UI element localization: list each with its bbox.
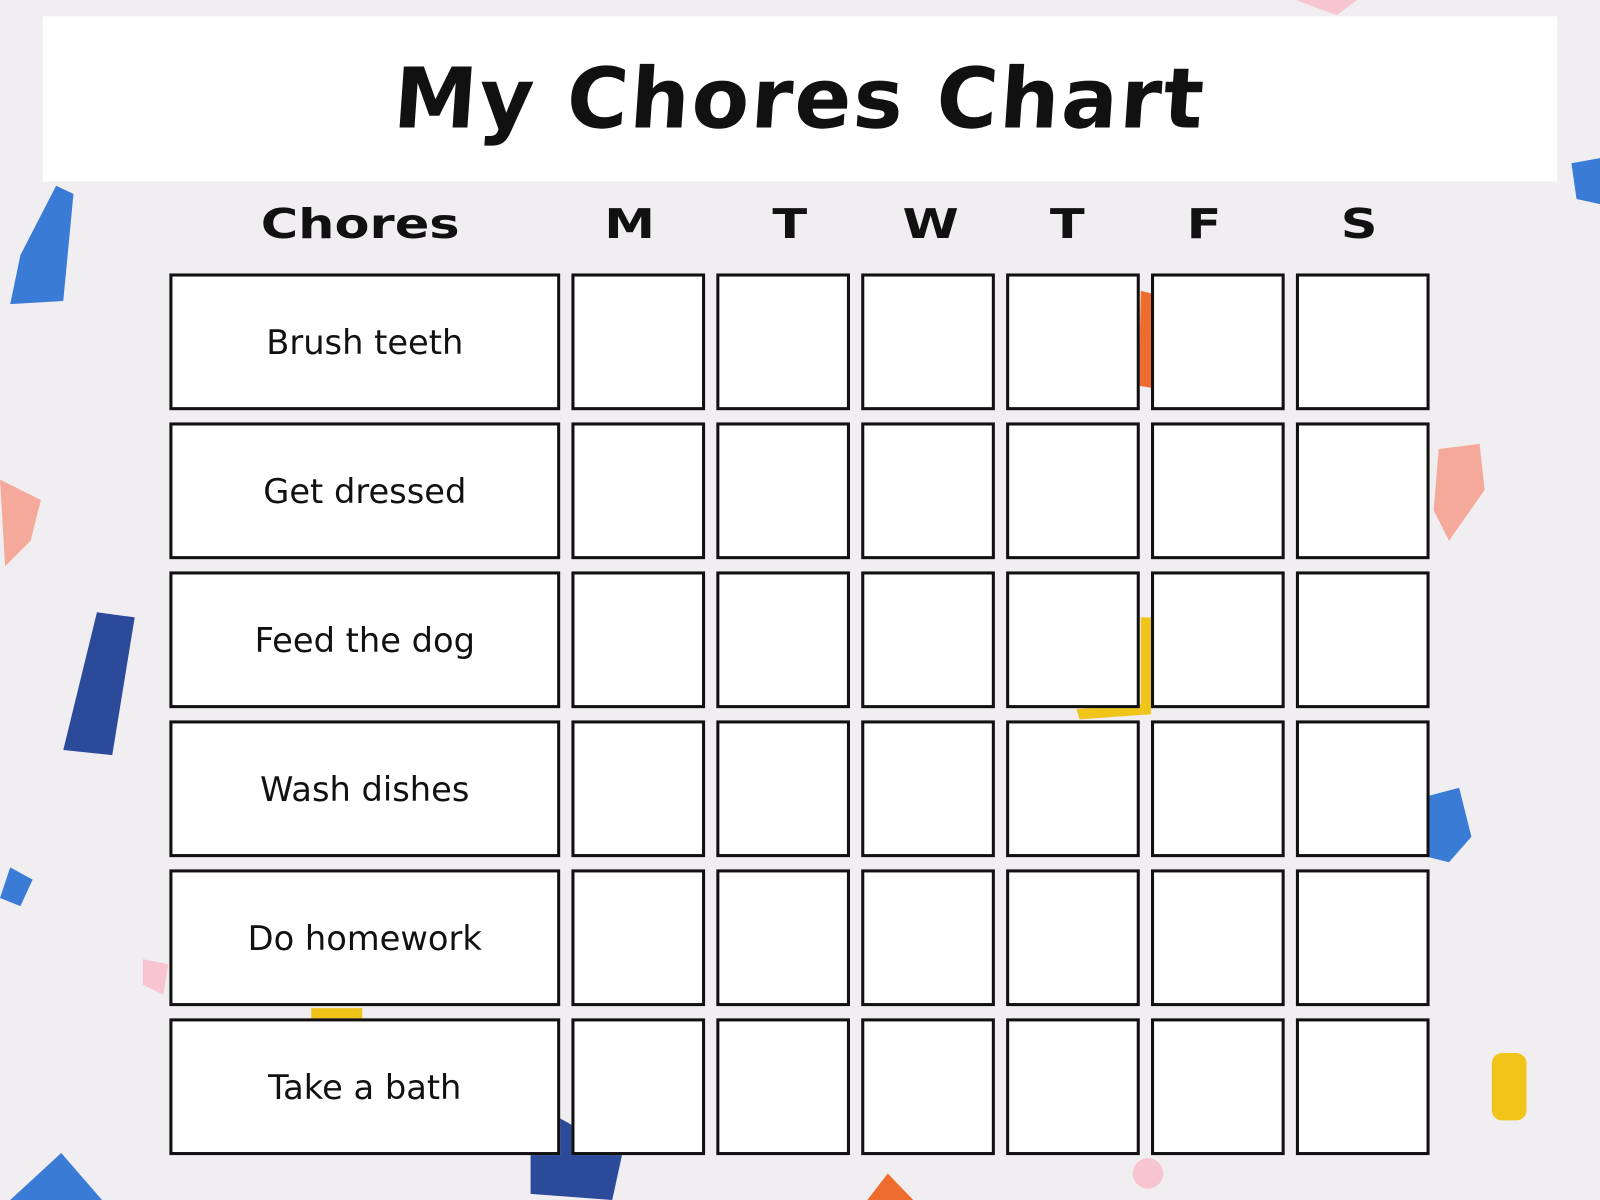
checkbox-cell-row3-day6[interactable] bbox=[1295, 571, 1430, 709]
confetti-shape bbox=[1491, 1053, 1527, 1121]
confetti-shape bbox=[1076, 617, 1152, 720]
checkbox-cell-row1-day2[interactable] bbox=[716, 273, 850, 411]
checkbox-cell-row4-day4[interactable] bbox=[1006, 720, 1140, 858]
chore-label-box: Wash dishes bbox=[169, 720, 561, 858]
checkbox-cell-row5-day2[interactable] bbox=[716, 869, 850, 1007]
checkbox-cell-row5-day1[interactable] bbox=[571, 869, 706, 1007]
checkbox-cell-row6-day3[interactable] bbox=[861, 1018, 995, 1156]
chore-label: Do homework bbox=[247, 917, 482, 958]
checkbox-cell-row2-day2[interactable] bbox=[716, 422, 850, 560]
checkbox-cell-row2-day1[interactable] bbox=[571, 422, 706, 560]
confetti-shape bbox=[867, 1173, 914, 1200]
checkbox-cell-row2-day5[interactable] bbox=[1151, 422, 1285, 560]
checkbox-cell-row2-day6[interactable] bbox=[1295, 422, 1430, 560]
checkbox-cell-row6-day4[interactable] bbox=[1006, 1018, 1140, 1156]
confetti-shape bbox=[1428, 787, 1472, 863]
confetti-shape bbox=[1132, 1158, 1164, 1189]
checkbox-cell-row1-day5[interactable] bbox=[1151, 273, 1285, 411]
chore-label: Take a bath bbox=[268, 1066, 462, 1107]
checkbox-cell-row4-day2[interactable] bbox=[716, 720, 850, 858]
checkbox-cell-row1-day6[interactable] bbox=[1295, 273, 1430, 411]
checkbox-cell-row4-day6[interactable] bbox=[1295, 720, 1430, 858]
confetti-shape bbox=[0, 867, 33, 907]
day-header-thursday: T bbox=[1049, 201, 1085, 248]
chore-label: Get dressed bbox=[263, 470, 467, 511]
checkbox-cell-row1-day3[interactable] bbox=[861, 273, 995, 411]
checkbox-cell-row6-day1[interactable] bbox=[571, 1018, 706, 1156]
checkbox-cell-row5-day3[interactable] bbox=[861, 869, 995, 1007]
chore-label-box: Get dressed bbox=[169, 422, 561, 560]
chore-label-box: Brush teeth bbox=[169, 273, 561, 411]
day-header-friday: F bbox=[1186, 201, 1222, 248]
confetti-shape bbox=[311, 1008, 363, 1021]
checkbox-cell-row4-day1[interactable] bbox=[571, 720, 706, 858]
confetti-shape bbox=[10, 1153, 103, 1200]
chores-column-header: Chores bbox=[260, 201, 460, 248]
confetti-shape bbox=[142, 959, 169, 995]
checkbox-cell-row4-day5[interactable] bbox=[1151, 720, 1285, 858]
confetti-shape bbox=[1433, 443, 1485, 541]
checkbox-cell-row2-day4[interactable] bbox=[1006, 422, 1140, 560]
confetti-shape bbox=[1295, 0, 1358, 16]
checkbox-cell-row3-day5[interactable] bbox=[1151, 571, 1285, 709]
chore-label-box: Do homework bbox=[169, 869, 561, 1007]
checkbox-cell-row3-day4[interactable] bbox=[1006, 571, 1140, 709]
checkbox-cell-row6-day5[interactable] bbox=[1151, 1018, 1285, 1156]
checkbox-cell-row5-day4[interactable] bbox=[1006, 869, 1140, 1007]
chore-label: Feed the dog bbox=[254, 619, 475, 660]
title-banner: My Chores Chart bbox=[42, 16, 1558, 182]
day-header-monday: M bbox=[604, 201, 655, 248]
checkbox-cell-row3-day2[interactable] bbox=[716, 571, 850, 709]
confetti-shape bbox=[1138, 290, 1154, 388]
chore-label: Brush teeth bbox=[266, 321, 464, 362]
checkbox-cell-row2-day3[interactable] bbox=[861, 422, 995, 560]
checkbox-cell-row4-day3[interactable] bbox=[861, 720, 995, 858]
checkbox-cell-row5-day5[interactable] bbox=[1151, 869, 1285, 1007]
checkbox-cell-row3-day3[interactable] bbox=[861, 571, 995, 709]
confetti-shape bbox=[10, 185, 74, 305]
checkbox-cell-row1-day4[interactable] bbox=[1006, 273, 1140, 411]
checkbox-cell-row3-day1[interactable] bbox=[571, 571, 706, 709]
day-header-tuesday: T bbox=[772, 201, 808, 248]
day-header-wednesday: W bbox=[902, 201, 959, 248]
checkbox-cell-row5-day6[interactable] bbox=[1295, 869, 1430, 1007]
day-header-saturday: S bbox=[1340, 201, 1378, 248]
confetti-shape bbox=[63, 612, 135, 756]
checkbox-cell-row6-day2[interactable] bbox=[716, 1018, 850, 1156]
chore-label: Wash dishes bbox=[260, 768, 470, 809]
chore-label-box: Feed the dog bbox=[169, 571, 561, 709]
page-title: My Chores Chart bbox=[390, 50, 1210, 148]
checkbox-cell-row1-day1[interactable] bbox=[571, 273, 706, 411]
confetti-shape bbox=[1571, 158, 1600, 205]
confetti-shape bbox=[0, 479, 41, 567]
checkbox-cell-row6-day6[interactable] bbox=[1295, 1018, 1430, 1156]
chore-label-box: Take a bath bbox=[169, 1018, 561, 1156]
